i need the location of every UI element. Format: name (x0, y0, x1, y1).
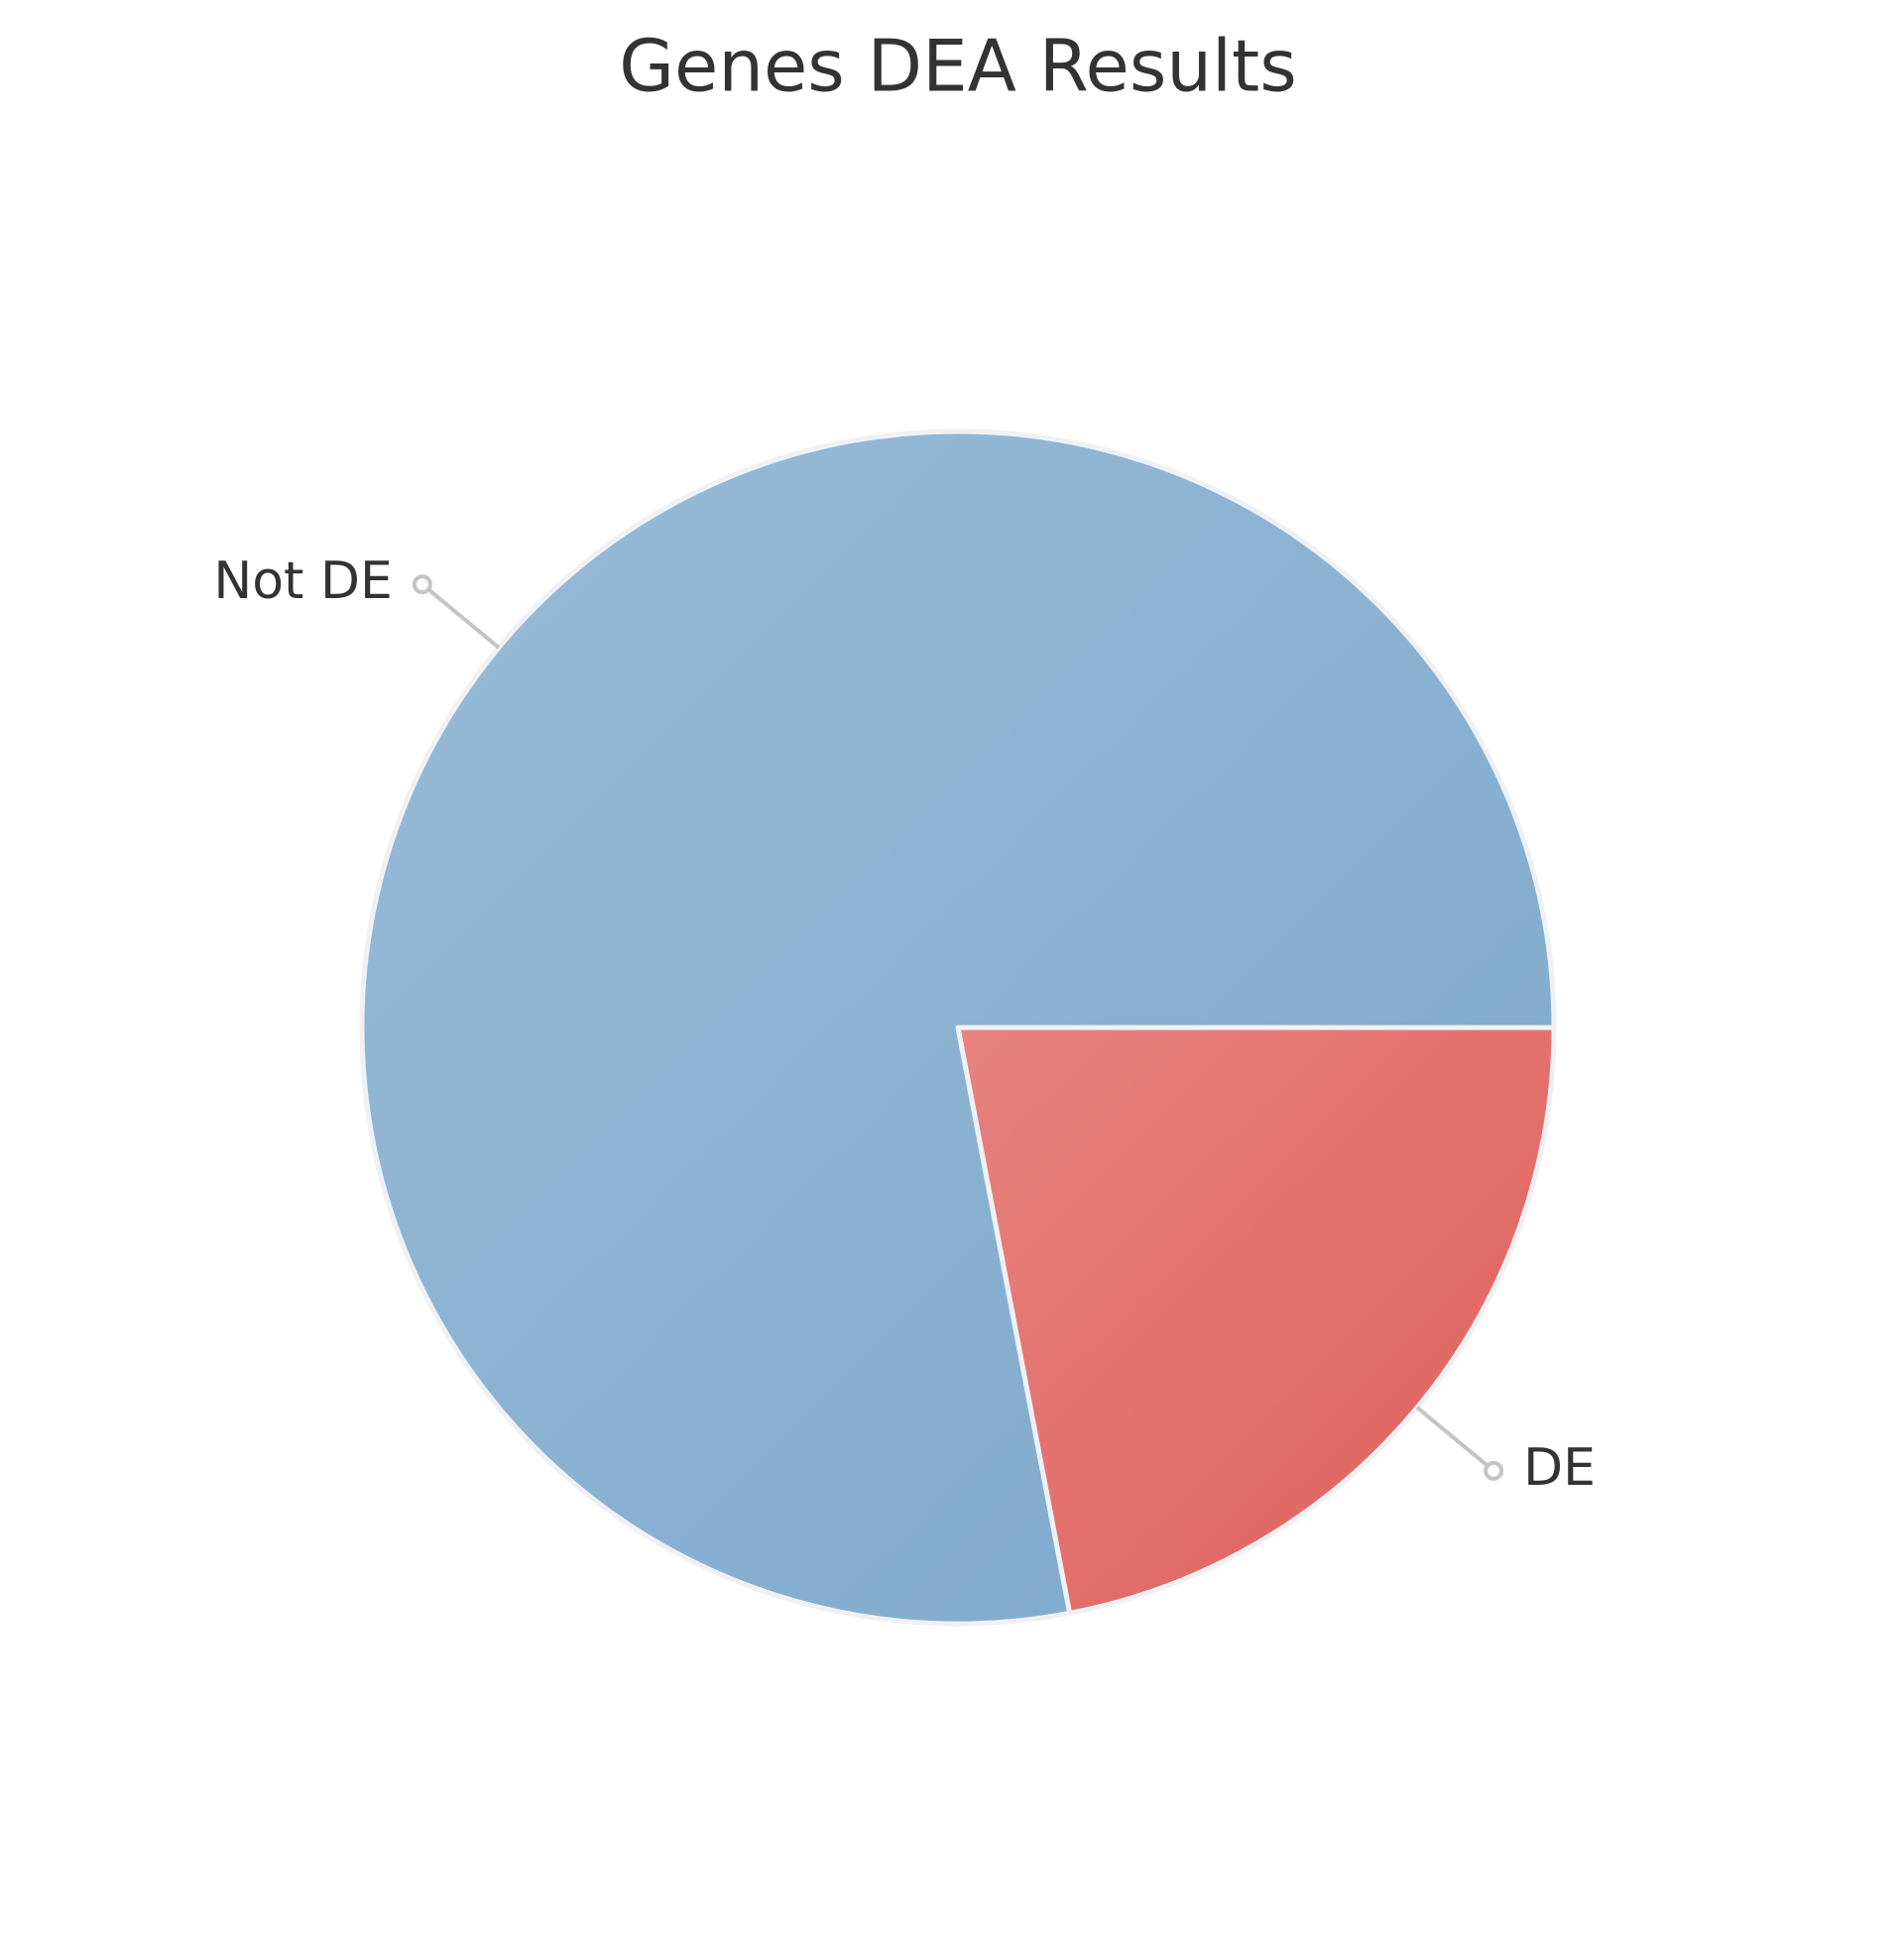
leader-dot (1484, 1460, 1504, 1481)
leader-line (420, 582, 501, 650)
leader-dot (412, 574, 432, 595)
leader-line (1415, 1405, 1495, 1473)
slice-shade (361, 430, 1555, 1624)
slice-label: Not DE (213, 551, 393, 611)
slice-shade (958, 1028, 1554, 1614)
slice-label: DE (1523, 1438, 1596, 1498)
chart-title: Genes DEA Results (619, 25, 1296, 108)
